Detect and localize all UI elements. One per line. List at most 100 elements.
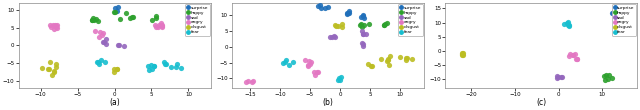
happy: [121, 12, 131, 14]
happy: [380, 23, 390, 25]
happy: [603, 78, 613, 80]
angry: [241, 81, 252, 83]
happy: [127, 16, 137, 18]
sad: [358, 43, 368, 44]
surprise: [113, 7, 124, 8]
surprise: [344, 12, 355, 14]
angry: [49, 28, 60, 30]
disgust: [457, 54, 467, 56]
fear: [149, 65, 159, 66]
sad: [330, 36, 340, 38]
sad: [101, 38, 111, 40]
disgust: [401, 58, 411, 59]
happy: [379, 24, 389, 26]
angry: [93, 36, 104, 38]
fear: [288, 61, 298, 62]
fear: [280, 61, 291, 63]
disgust: [367, 65, 377, 67]
disgust: [363, 64, 373, 65]
disgust: [457, 53, 467, 55]
surprise: [323, 7, 333, 8]
angry: [306, 61, 316, 63]
angry: [305, 63, 316, 64]
fear: [564, 25, 574, 27]
surprise: [614, 11, 624, 12]
angry: [156, 23, 166, 24]
surprise: [344, 10, 354, 12]
angry: [313, 72, 323, 73]
fear: [94, 63, 104, 65]
angry: [52, 27, 62, 28]
surprise: [342, 13, 352, 15]
disgust: [43, 68, 53, 70]
fear: [159, 63, 170, 64]
angry: [568, 54, 578, 56]
fear: [93, 61, 103, 63]
disgust: [383, 59, 394, 61]
sad: [113, 44, 124, 46]
sad: [99, 42, 109, 43]
angry: [309, 72, 319, 73]
happy: [88, 17, 98, 19]
disgust: [49, 70, 59, 72]
Legend: surprise, happy, sad, angry, disgust, fear: surprise, happy, sad, angry, disgust, fe…: [612, 4, 636, 36]
happy: [355, 24, 365, 26]
disgust: [407, 58, 417, 60]
fear: [172, 63, 182, 65]
happy: [607, 77, 617, 79]
angry: [51, 25, 61, 26]
surprise: [355, 16, 365, 18]
fear: [559, 23, 569, 25]
surprise: [609, 11, 620, 13]
angry: [98, 32, 108, 33]
fear: [143, 69, 154, 71]
angry: [572, 58, 582, 60]
angry: [303, 64, 313, 66]
angry: [570, 53, 580, 55]
disgust: [45, 61, 55, 63]
fear: [281, 59, 291, 61]
disgust: [457, 52, 467, 53]
angry: [154, 24, 164, 26]
disgust: [37, 67, 47, 69]
happy: [379, 24, 389, 26]
angry: [51, 25, 61, 27]
surprise: [358, 14, 368, 15]
disgust: [337, 26, 347, 28]
happy: [127, 16, 138, 18]
Legend: surprise, happy, sad, angry, disgust, fear: surprise, happy, sad, angry, disgust, fe…: [398, 4, 423, 36]
fear: [159, 61, 170, 63]
happy: [87, 19, 97, 21]
surprise: [316, 4, 326, 6]
fear: [335, 79, 345, 81]
surprise: [611, 12, 621, 14]
happy: [359, 24, 369, 26]
surprise: [111, 10, 122, 12]
angry: [300, 59, 310, 61]
sad: [356, 42, 367, 44]
happy: [604, 75, 614, 76]
fear: [564, 24, 575, 26]
disgust: [109, 71, 119, 72]
disgust: [403, 57, 413, 59]
fear: [96, 59, 106, 60]
X-axis label: (a): (a): [109, 98, 120, 107]
happy: [110, 11, 120, 13]
angry: [152, 26, 163, 28]
sad: [358, 33, 368, 35]
surprise: [359, 17, 369, 19]
fear: [143, 65, 154, 66]
happy: [599, 75, 609, 77]
angry: [45, 27, 56, 28]
sad: [327, 36, 337, 38]
surprise: [610, 13, 620, 14]
angry: [150, 24, 161, 26]
surprise: [342, 13, 352, 14]
fear: [562, 22, 572, 23]
surprise: [607, 12, 617, 14]
angry: [157, 26, 168, 27]
happy: [125, 17, 136, 19]
fear: [161, 63, 171, 65]
surprise: [316, 7, 326, 9]
angry: [243, 80, 253, 82]
